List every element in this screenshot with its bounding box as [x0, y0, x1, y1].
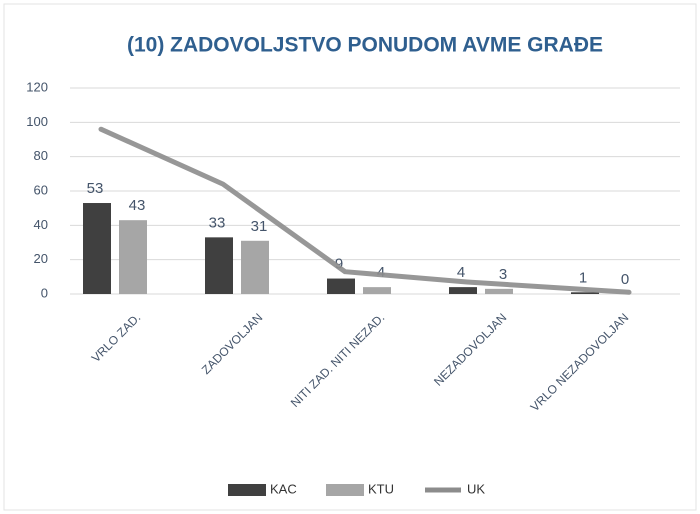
- y-tick-label: 120: [26, 79, 48, 94]
- y-tick-label: 60: [34, 182, 48, 197]
- bar: [571, 292, 599, 294]
- data-label: 31: [251, 218, 268, 235]
- y-tick-label: 40: [34, 217, 48, 232]
- y-tick-label: 100: [26, 114, 48, 129]
- data-label: 9: [335, 256, 343, 273]
- legend-label: KAC: [270, 481, 297, 496]
- bar: [241, 240, 269, 294]
- y-tick-label: 20: [34, 251, 48, 266]
- y-tick-label: 0: [41, 285, 48, 300]
- bar: [83, 203, 111, 294]
- bar: [327, 278, 355, 294]
- legend-swatch: [326, 484, 364, 496]
- data-label: 4: [457, 264, 465, 281]
- data-label: 33: [209, 214, 226, 231]
- bar: [485, 288, 513, 294]
- data-label: 53: [87, 180, 104, 197]
- data-label: 43: [129, 197, 146, 214]
- bar: [363, 287, 391, 294]
- y-tick-label: 80: [34, 148, 48, 163]
- bar: [119, 220, 147, 294]
- bar: [449, 287, 477, 294]
- data-label: 3: [499, 266, 507, 283]
- chart-title: (10) ZADOVOLJSTVO PONUDOM AVME GRAĐE: [127, 34, 603, 57]
- legend-swatch: [228, 484, 266, 496]
- data-label: 0: [621, 271, 629, 288]
- legend-label: KTU: [368, 481, 394, 496]
- legend-label: UK: [467, 481, 485, 496]
- line-series: [98, 126, 632, 295]
- bar: [205, 237, 233, 294]
- data-label: 1: [579, 269, 587, 286]
